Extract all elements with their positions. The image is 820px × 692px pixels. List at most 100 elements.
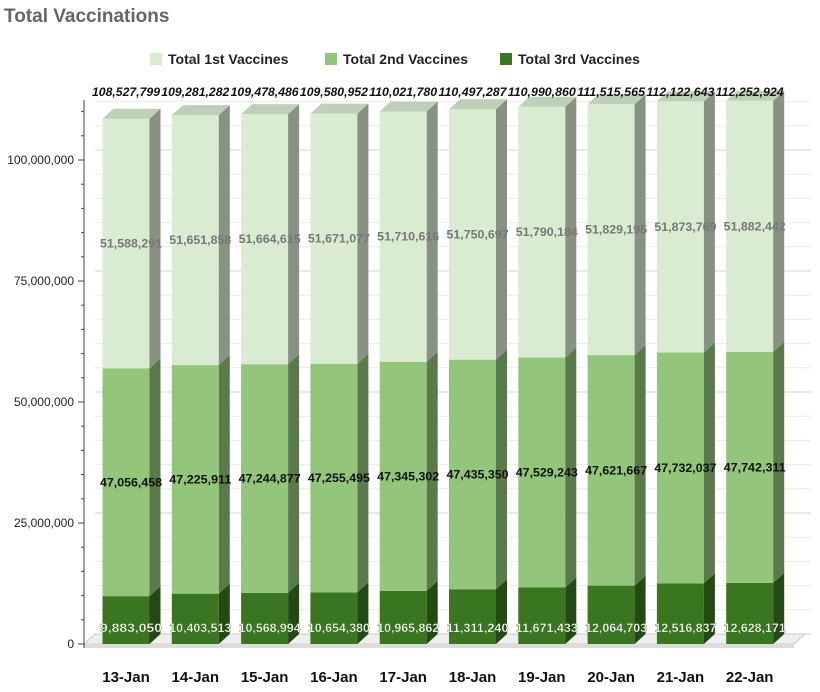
- bar-side: [218, 105, 230, 366]
- bar-side: [496, 579, 507, 644]
- legend-swatch: [325, 53, 337, 65]
- bar-front: [656, 583, 704, 644]
- total-label: 109,478,486: [231, 85, 299, 99]
- bar-front: [379, 111, 427, 362]
- legend-label: Total 2nd Vaccines: [343, 51, 468, 67]
- bar-side: [218, 355, 230, 594]
- bar-side: [426, 101, 438, 362]
- bar-top: [379, 101, 438, 112]
- data-label: 51,664,615: [239, 232, 301, 246]
- bar-front: [171, 593, 219, 644]
- bar-side: [149, 358, 161, 597]
- data-label: 47,435,350: [447, 467, 509, 481]
- x-tick-label: 20-Jan: [587, 669, 635, 686]
- bar-front: [449, 589, 496, 644]
- data-label: 47,732,037: [654, 461, 716, 475]
- total-label: 110,497,287: [439, 85, 508, 99]
- bar-top: [726, 90, 785, 101]
- data-label: 12,628,171: [724, 621, 786, 635]
- legend-label: Total 1st Vaccines: [168, 51, 289, 67]
- bar-front: [587, 355, 635, 586]
- bar-side: [149, 108, 161, 369]
- legend-label: Total 3rd Vaccines: [518, 51, 640, 67]
- total-label: 112,252,924: [716, 85, 784, 99]
- bar-front: [449, 359, 496, 590]
- bar-side: [288, 582, 300, 644]
- bar-front: [310, 113, 358, 364]
- bar-side: [703, 91, 715, 353]
- total-label: 109,580,952: [300, 85, 368, 99]
- bar-front: [171, 115, 219, 366]
- bar-side: [703, 342, 715, 584]
- data-label: 10,403,513: [169, 621, 231, 635]
- data-label: 47,621,667: [585, 463, 647, 477]
- data-label: 12,516,837: [654, 621, 716, 635]
- x-tick-label: 22-Jan: [726, 669, 774, 686]
- bar-front: [518, 587, 566, 644]
- data-label: 47,345,302: [377, 469, 439, 483]
- bar-side: [773, 90, 785, 352]
- bar-side: [288, 104, 300, 365]
- bar-top: [310, 103, 369, 114]
- bar-top: [518, 96, 577, 107]
- data-label: 47,225,911: [169, 472, 231, 486]
- y-tick-label: 75,000,000: [14, 274, 74, 288]
- x-tick-label: 15-Jan: [241, 669, 289, 686]
- data-label: 51,750,697: [447, 227, 509, 241]
- bar-side: [496, 349, 507, 590]
- bar-front: [587, 585, 635, 644]
- y-tick-label: 100,000,000: [7, 153, 74, 167]
- bar-side: [773, 572, 785, 644]
- bar-front: [310, 592, 358, 644]
- bar-front: [310, 363, 358, 593]
- bar-front: [518, 357, 566, 588]
- bar-front: [379, 361, 427, 591]
- bar-side: [496, 99, 507, 360]
- bar-side: [357, 103, 369, 364]
- data-label: 12,064,703: [585, 621, 647, 635]
- bar-side: [149, 586, 161, 644]
- floor-edge: [84, 644, 794, 648]
- data-label: 11,671,433: [516, 621, 578, 635]
- bar-top: [102, 108, 161, 119]
- y-tick-label: 50,000,000: [14, 395, 74, 409]
- y-tick-label: 0: [67, 637, 74, 651]
- bar-front: [587, 104, 635, 356]
- data-label: 51,671,077: [308, 232, 370, 246]
- bar-side: [426, 351, 438, 591]
- data-label: 47,056,458: [100, 475, 162, 489]
- bar-side: [565, 347, 577, 588]
- data-label: 51,651,858: [169, 233, 231, 247]
- data-label: 47,742,311: [724, 460, 786, 474]
- total-label: 109,281,282: [161, 85, 229, 99]
- bar-front: [241, 364, 289, 593]
- bar-front: [102, 118, 150, 369]
- bar-front: [449, 109, 496, 360]
- bar-side: [634, 94, 646, 356]
- data-label: 10,568,994: [239, 621, 301, 635]
- chart-title: Total Vaccinations: [4, 6, 170, 27]
- bar-front: [102, 596, 150, 644]
- x-tick-label: 19-Jan: [518, 669, 566, 686]
- data-label: 51,829,195: [585, 223, 647, 237]
- bar-side: [426, 580, 438, 644]
- bar-front: [518, 106, 566, 358]
- bar-front: [379, 590, 427, 644]
- bar-front: [726, 582, 774, 644]
- data-label: 47,255,495: [308, 471, 370, 485]
- data-label: 47,529,243: [516, 465, 578, 479]
- legend-swatch: [150, 53, 162, 65]
- data-label: 47,244,877: [239, 472, 301, 486]
- bar-side: [703, 573, 715, 644]
- bar-front: [656, 101, 704, 353]
- data-label: 51,873,769: [654, 220, 716, 234]
- legend-swatch: [500, 53, 512, 65]
- bar-front: [726, 100, 774, 352]
- bar-side: [357, 582, 369, 644]
- total-label: 110,021,780: [369, 85, 437, 99]
- bar-side: [565, 577, 577, 644]
- bar-side: [634, 575, 646, 644]
- bar-front: [102, 368, 150, 597]
- data-label: 51,882,442: [724, 219, 786, 233]
